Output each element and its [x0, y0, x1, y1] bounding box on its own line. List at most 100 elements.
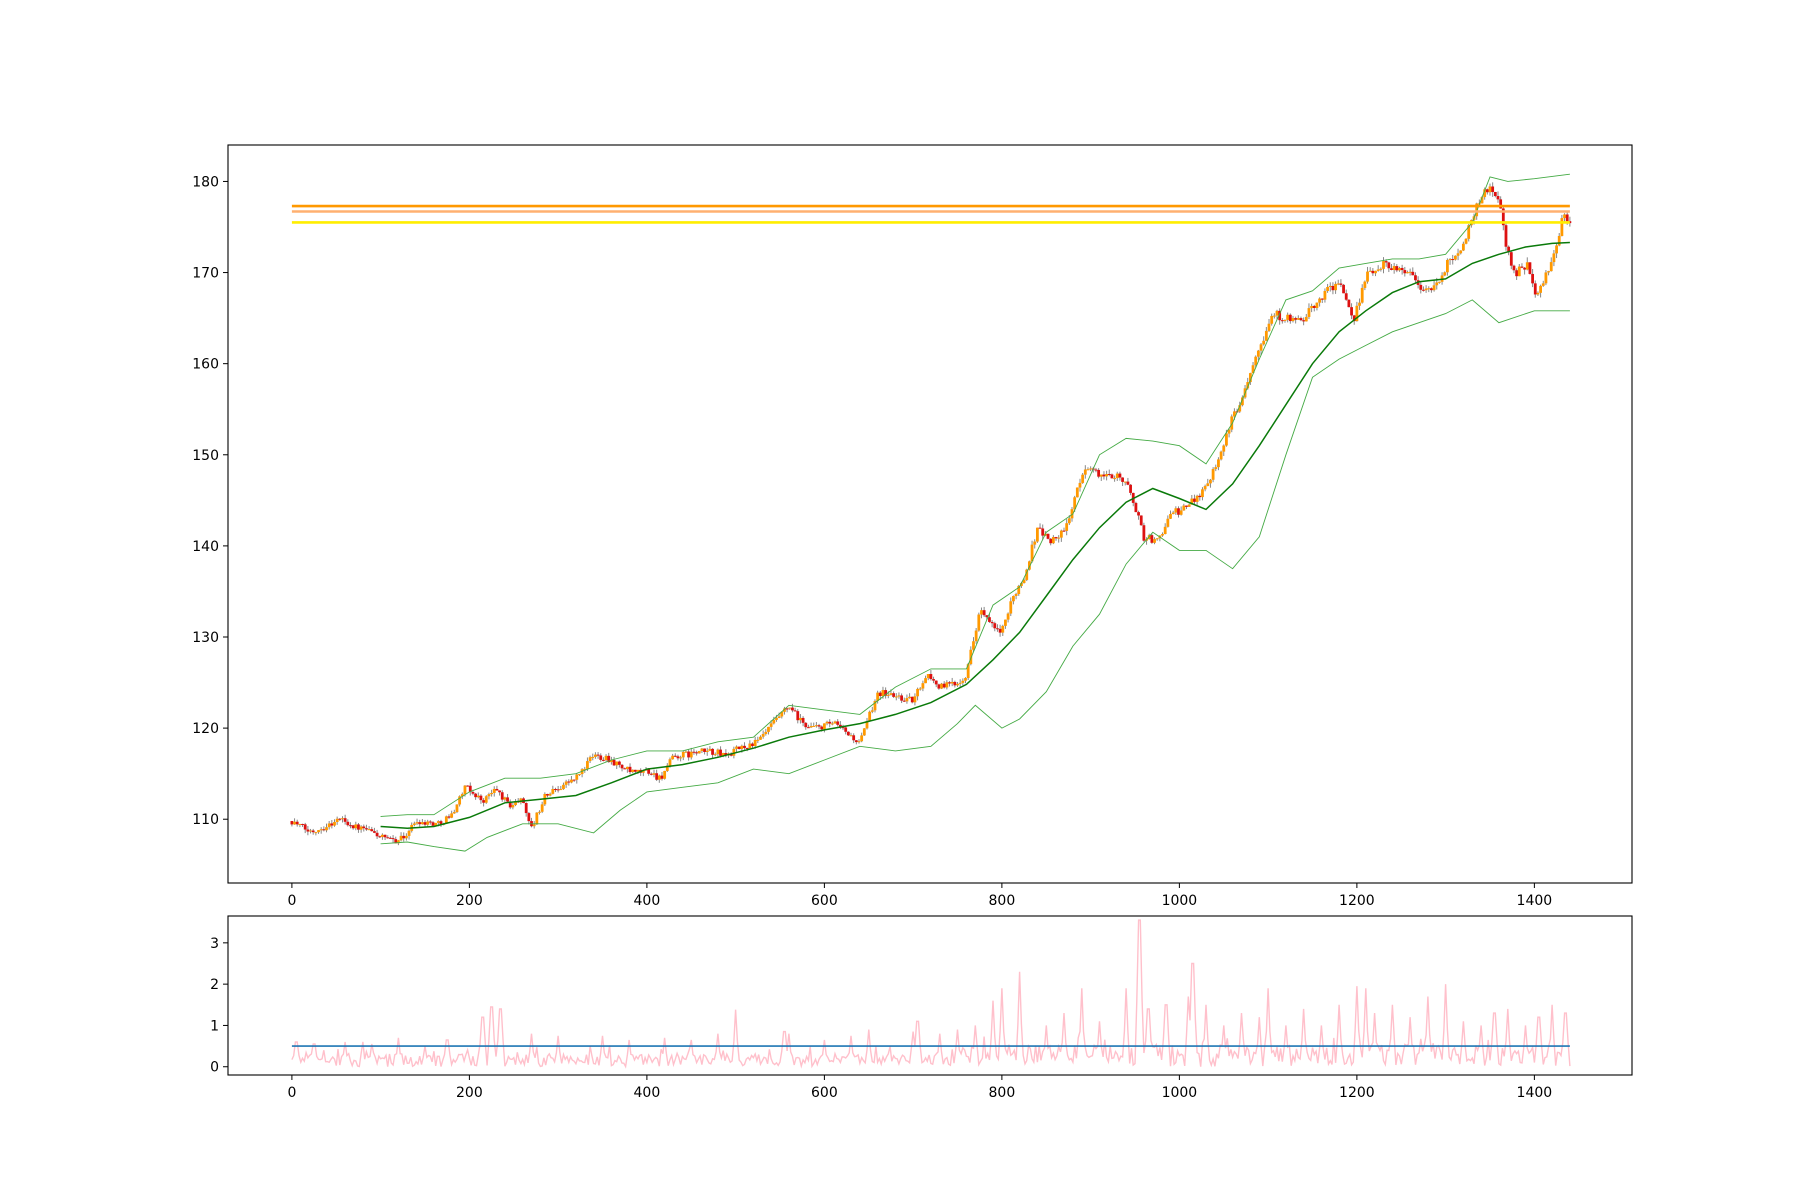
candle-down: [482, 800, 485, 803]
candle-up: [1286, 314, 1290, 320]
candle-down: [617, 761, 621, 765]
candle-up: [657, 775, 661, 780]
candle-up: [458, 796, 462, 805]
candle-down: [567, 781, 571, 783]
candle-up: [1552, 253, 1556, 263]
candle-up: [689, 751, 693, 758]
candle-down: [900, 695, 904, 701]
candle-down: [370, 829, 374, 832]
candle-up: [1435, 282, 1439, 286]
candle-up: [1363, 281, 1367, 288]
candle-down: [343, 818, 347, 822]
candle-up: [463, 785, 467, 795]
candle-up: [641, 770, 645, 773]
candle-up: [873, 700, 877, 711]
candle-up: [1113, 478, 1116, 480]
candle-up: [1001, 625, 1005, 633]
candle-up: [1227, 429, 1231, 434]
candle-down: [804, 722, 808, 728]
candle-down: [1302, 320, 1306, 322]
candle-up: [1012, 596, 1015, 602]
candle-down: [1299, 318, 1303, 321]
candle-up: [604, 755, 608, 761]
candle-down: [1501, 208, 1505, 226]
candle-up: [298, 823, 302, 825]
candle-up: [1283, 319, 1287, 321]
candle-up: [1022, 579, 1026, 584]
candle-up: [1525, 262, 1529, 270]
candle-down: [1523, 267, 1527, 270]
candle-up: [889, 693, 893, 695]
candle-down: [386, 837, 390, 839]
candle-down: [838, 724, 842, 728]
candle-up: [1275, 310, 1279, 316]
candle-up: [1480, 197, 1484, 204]
candle-down: [500, 792, 504, 800]
candle-up: [1541, 283, 1545, 286]
candle-down: [676, 756, 680, 759]
candle-down: [1390, 268, 1393, 270]
candle-down: [801, 717, 805, 723]
candle-up: [905, 698, 909, 702]
candle-up: [396, 840, 400, 844]
candle-down: [546, 793, 549, 796]
candle-down: [389, 837, 392, 839]
candle-down: [1198, 495, 1202, 498]
candle-up: [335, 818, 339, 823]
candle-up: [1374, 270, 1377, 274]
candle-down: [807, 727, 810, 729]
candle-down: [884, 690, 888, 696]
candle-up: [1291, 318, 1295, 322]
candle-up: [1187, 504, 1191, 507]
candle-up: [1443, 272, 1447, 276]
candle-down: [1288, 314, 1292, 322]
candle-down: [892, 693, 896, 697]
candle-down: [990, 621, 994, 624]
candle-up: [460, 794, 464, 797]
candle-up: [1115, 473, 1119, 479]
candle-up: [799, 717, 802, 721]
candle-up: [918, 688, 922, 690]
candle-down: [378, 836, 382, 838]
indicator-y-axis: 0 1 2 3: [210, 936, 228, 1076]
indicator-xtick-label: 800: [989, 1085, 1016, 1101]
price-ytick-label: 120: [192, 721, 219, 737]
candle-down: [1451, 259, 1455, 261]
candle-up: [1222, 445, 1226, 452]
candle-up: [1334, 283, 1337, 291]
candle-down: [985, 615, 989, 618]
candle-up: [809, 726, 813, 728]
candle-up: [1368, 270, 1372, 272]
candle-up: [1206, 483, 1210, 487]
price-x-axis: 0 200 400 600 800 1000 1200 1400: [287, 883, 1552, 909]
candle-down: [1395, 266, 1399, 271]
candle-down: [1278, 310, 1282, 321]
candle-down: [1137, 512, 1140, 516]
candle-up: [708, 748, 712, 751]
candle-up: [1070, 509, 1074, 519]
candle-down: [996, 628, 999, 630]
candle-up: [764, 731, 768, 734]
candle-up: [716, 749, 720, 755]
candle-up: [538, 811, 541, 813]
candle-up: [455, 804, 459, 813]
candle-down: [349, 825, 352, 827]
candle-down: [948, 682, 951, 684]
candle-down: [391, 838, 395, 840]
candle-down: [1387, 262, 1391, 269]
candle-down: [428, 821, 432, 823]
price-xtick-label: 1400: [1517, 893, 1553, 909]
candle-down: [1491, 186, 1495, 192]
candle-down: [290, 821, 294, 825]
candle-up: [535, 812, 539, 825]
candle-up: [1179, 510, 1183, 515]
candle-down: [1312, 305, 1316, 308]
indicator-axes-frame: [227, 915, 1633, 1076]
candle-up: [870, 710, 874, 712]
candle-down: [1062, 530, 1066, 532]
candle-up: [1209, 479, 1212, 484]
candle-up: [317, 830, 320, 833]
candle-up: [977, 614, 981, 631]
candle-up: [1256, 350, 1260, 357]
candle-down: [338, 818, 342, 820]
